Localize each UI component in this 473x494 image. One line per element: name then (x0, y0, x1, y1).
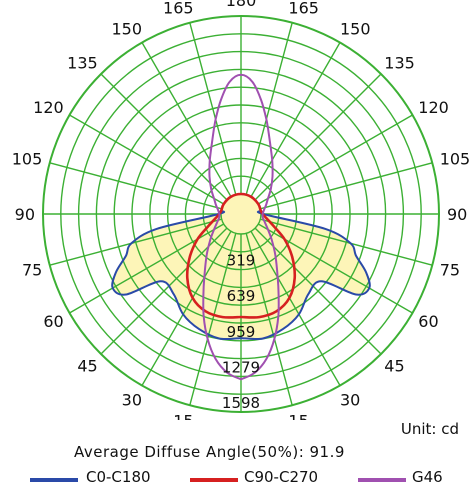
angle-label-left-135: 135 (67, 54, 98, 73)
grid-spoke (69, 114, 225, 205)
grid-spoke (257, 114, 413, 205)
radial-tick-label: 1598 (222, 394, 260, 412)
grid-spoke (100, 73, 228, 201)
legend-label-g46: G46 (412, 468, 443, 486)
angle-label-left-165: 165 (163, 0, 194, 17)
angle-label-left-75: 75 (22, 260, 42, 279)
grid-spoke (245, 22, 293, 195)
angle-label-left-105: 105 (12, 150, 43, 169)
angle-label-right-45: 45 (384, 356, 404, 375)
angle-label-left-15: 15 (173, 412, 193, 420)
angle-label-right-90: 90 (447, 205, 467, 224)
grid-spoke (260, 218, 433, 266)
angle-label-left-30: 30 (122, 390, 142, 409)
angle-label-right-30: 30 (340, 390, 360, 409)
grid-spoke (141, 42, 232, 198)
grid-spoke (254, 227, 382, 355)
grid-spoke (245, 233, 293, 406)
radial-tick-label: 639 (227, 287, 256, 305)
average-diffuse-angle: Average Diffuse Angle(50%): 91.9 (74, 443, 345, 461)
angle-label-left-0: 0 (236, 419, 246, 420)
legend-label-c90-c270: C90-C270 (244, 468, 319, 486)
legend-swatch-c0-c180 (30, 478, 78, 482)
angle-label-right-60: 60 (418, 312, 438, 331)
legend: C0-C180 C90-C270 G46 (0, 468, 473, 492)
radial-label-layer: 319 639 959 1279 1598 (222, 252, 260, 413)
grid-spoke (49, 218, 222, 266)
series-layer (111, 73, 371, 381)
angle-label-right-150: 150 (340, 20, 371, 39)
angle-label-right-75: 75 (440, 260, 460, 279)
grid-spoke (250, 42, 341, 198)
grid-spoke (49, 162, 222, 210)
polar-grid (42, 15, 440, 413)
grid-spoke (260, 162, 433, 210)
series-line-c90-c270 (185, 192, 297, 319)
polar-chart: 0 15 30 45 60 75 90 105 120 135 150 165 180 15 30 45 60 7… (12, 0, 470, 420)
series-line-g46 (202, 73, 280, 381)
unit-label: Unit: cd (400, 420, 459, 438)
grid-spoke (250, 230, 341, 386)
grid-spoke (141, 230, 232, 386)
radial-tick-label: 959 (227, 323, 256, 341)
angle-label-left-120: 120 (33, 98, 64, 117)
angle-label-right-105: 105 (440, 150, 471, 169)
legend-swatch-g46 (358, 478, 406, 482)
grid-spoke (254, 73, 382, 201)
angle-label-right-15: 15 (288, 412, 308, 420)
angle-label-right-165: 165 (288, 0, 319, 17)
grid-spoke (189, 22, 237, 195)
angle-label-right-120: 120 (418, 98, 449, 117)
grid-spoke (189, 233, 237, 406)
radial-tick-label: 319 (227, 252, 256, 270)
angle-label-right-135: 135 (384, 54, 415, 73)
radial-tick-label: 1279 (222, 359, 260, 377)
angle-label-left-180: 180 (226, 0, 257, 10)
angle-label-layer: 0 15 30 45 60 75 90 105 120 135 150 165 180 15 30 45 60 7… (12, 0, 470, 420)
legend-label-c0-c180: C0-C180 (86, 468, 151, 486)
grid-spoke (100, 227, 228, 355)
angle-label-left-45: 45 (77, 356, 97, 375)
angle-label-left-150: 150 (111, 20, 142, 39)
angle-label-left-60: 60 (43, 312, 63, 331)
legend-swatch-c90-c270 (190, 478, 238, 482)
angle-label-left-90: 90 (15, 205, 35, 224)
